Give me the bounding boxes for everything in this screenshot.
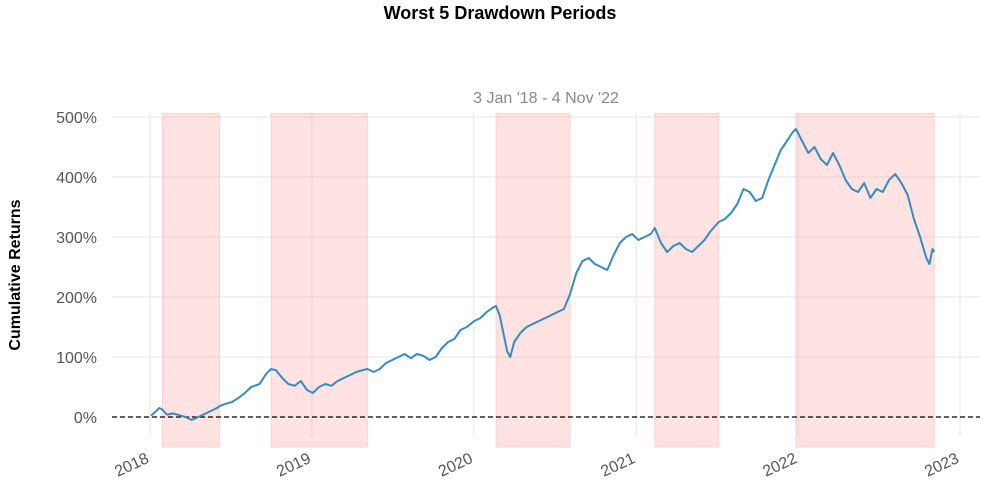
y-tick-label: 200% <box>56 290 97 307</box>
chart-title: Worst 5 Drawdown Periods <box>383 3 617 23</box>
x-tick-label: 2020 <box>436 450 476 480</box>
series-line-1 <box>150 128 936 421</box>
drawdown-periods <box>161 112 935 448</box>
y-tick-label: 400% <box>56 170 97 187</box>
x-tick-label: 2023 <box>922 450 962 480</box>
x-tick-labels: 2018 2019 2020 2021 2022 2023 <box>112 450 962 480</box>
drawdown-period-3 <box>495 112 571 448</box>
grid-lines <box>112 113 980 437</box>
y-tick-label: 300% <box>56 230 97 247</box>
x-tick-label: 2022 <box>760 450 800 480</box>
drawdown-period-4 <box>654 112 720 448</box>
drawdown-period-5 <box>795 112 935 448</box>
x-tick-label: 2019 <box>274 450 314 480</box>
x-tick-label: 2018 <box>112 450 152 480</box>
drawdown-period-1 <box>161 112 221 448</box>
x-tick-label: 2021 <box>598 450 638 480</box>
drawdown-period-2 <box>270 112 368 448</box>
chart-subtitle: 3 Jan '18 - 4 Nov '22 <box>473 90 619 107</box>
y-tick-label: 100% <box>56 350 97 367</box>
cumulative-returns-series <box>150 128 936 421</box>
y-tick-label: 500% <box>56 110 97 127</box>
y-tick-labels: 0% 100% 200% 300% 400% 500% <box>56 110 97 427</box>
y-tick-label: 0% <box>74 410 97 427</box>
